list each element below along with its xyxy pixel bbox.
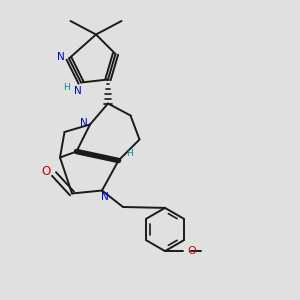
Text: H: H — [127, 149, 133, 158]
Text: N: N — [80, 118, 87, 128]
Text: O: O — [42, 165, 51, 178]
Text: N: N — [100, 192, 108, 202]
Text: H: H — [63, 83, 69, 92]
Text: N: N — [57, 52, 64, 62]
Text: N: N — [74, 86, 81, 96]
Text: O: O — [188, 246, 196, 256]
